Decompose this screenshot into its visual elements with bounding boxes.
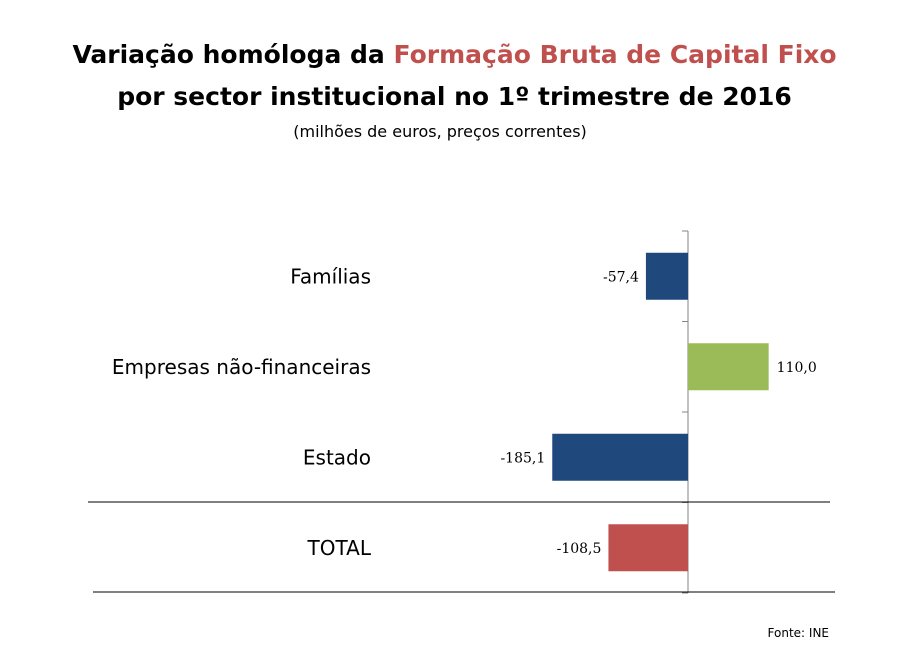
bar — [608, 524, 688, 572]
chart-subtitle: (milhões de euros, preços correntes) — [293, 122, 587, 141]
category-label: TOTAL — [307, 536, 372, 560]
data-label: -57,4 — [603, 269, 639, 285]
bar — [645, 252, 688, 300]
category-label: Empresas não-financeiras — [112, 355, 371, 379]
bar — [688, 343, 769, 391]
bar — [552, 433, 688, 481]
category-label: Famílias — [290, 264, 371, 288]
chart-title-line1: Variação homóloga da Formação Bruta de C… — [0, 40, 909, 69]
data-label: -108,5 — [557, 541, 602, 557]
data-label: -185,1 — [500, 450, 545, 466]
chart-title-line2: por sector institucional no 1º trimestre… — [117, 82, 792, 111]
source-note: Fonte: INE — [767, 626, 829, 640]
title-highlight: Formação Bruta de Capital Fixo — [393, 40, 837, 69]
category-label: Estado — [303, 445, 371, 469]
title-prefix: Variação homóloga da — [72, 40, 394, 69]
data-label: 110,0 — [777, 360, 817, 376]
